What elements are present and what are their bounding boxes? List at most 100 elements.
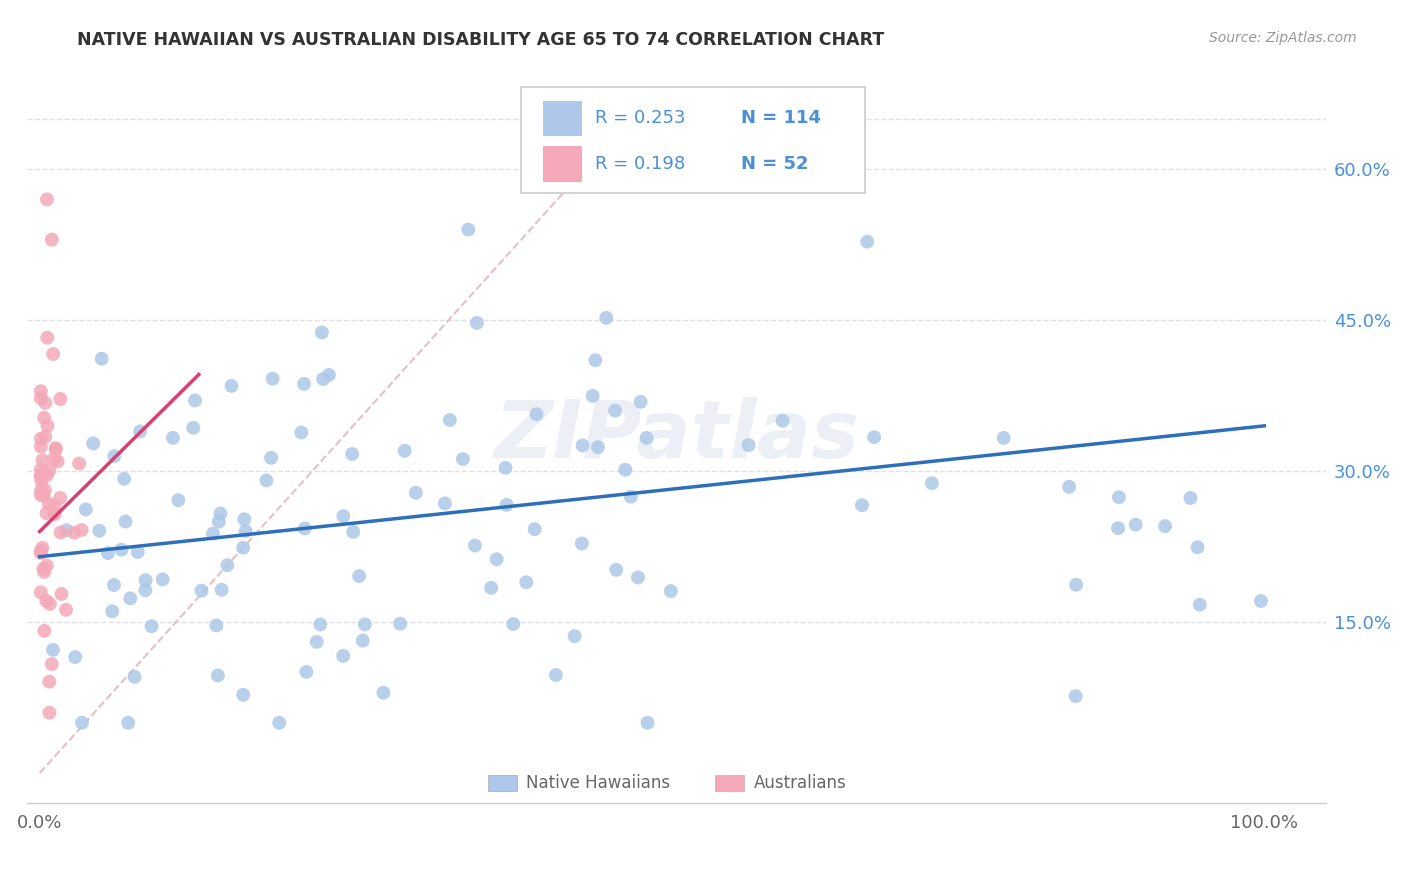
Point (110, 542, 132, 557)
Point (82, 436, 104, 450)
Point (75, 502, 97, 516)
Point (35, 506, 58, 520)
Point (30, 463, 52, 477)
Point (262, 371, 284, 385)
Point (311, 326, 333, 340)
Point (34, 624, 56, 638)
FancyBboxPatch shape (520, 87, 865, 194)
Point (201, 526, 224, 541)
Point (30, 585, 52, 599)
Text: Source: ZipAtlas.com: Source: ZipAtlas.com (1209, 31, 1357, 45)
Point (162, 431, 184, 445)
Point (457, 222, 479, 236)
Point (394, 443, 416, 458)
Text: R = 0.253: R = 0.253 (595, 110, 685, 128)
Point (35, 558, 58, 573)
Point (1107, 521, 1129, 535)
Point (353, 617, 375, 632)
Point (38, 674, 60, 689)
Point (30, 469, 52, 483)
Point (292, 376, 315, 391)
Point (209, 507, 232, 521)
Point (737, 438, 759, 452)
Point (332, 509, 354, 524)
Point (30, 432, 52, 446)
Point (31, 453, 53, 467)
Point (42, 347, 65, 361)
Point (205, 618, 228, 632)
Point (630, 395, 652, 409)
Point (37, 419, 59, 434)
Point (312, 372, 335, 386)
Point (32, 488, 55, 502)
Point (31, 541, 53, 555)
Point (495, 498, 517, 512)
Point (564, 629, 586, 643)
Point (433, 496, 456, 510)
Point (30, 544, 52, 558)
Point (1057, 480, 1080, 494)
Point (295, 665, 318, 679)
Point (1125, 517, 1147, 532)
Point (44, 499, 66, 513)
Point (38, 706, 60, 720)
Point (586, 440, 609, 454)
Point (347, 569, 370, 583)
Point (135, 573, 157, 587)
Point (34, 430, 56, 444)
Point (526, 407, 548, 421)
Point (208, 515, 231, 529)
Point (46, 454, 69, 468)
Point (582, 389, 605, 403)
Point (993, 431, 1015, 445)
Point (49, 392, 72, 406)
Point (856, 235, 879, 249)
Point (134, 583, 156, 598)
Point (167, 493, 190, 508)
Text: N = 114: N = 114 (741, 110, 821, 128)
Point (70, 715, 93, 730)
Point (30, 392, 52, 406)
Text: N = 52: N = 52 (741, 155, 808, 173)
Point (595, 310, 617, 325)
Point (34, 483, 56, 497)
Text: Australians: Australians (755, 773, 846, 792)
Point (55, 523, 77, 537)
Point (544, 668, 567, 682)
Point (30, 468, 52, 483)
Point (32, 565, 55, 579)
Point (35, 193, 58, 207)
Point (233, 512, 256, 526)
Point (217, 558, 239, 573)
Point (502, 617, 524, 632)
Point (294, 521, 316, 535)
Point (38, 597, 60, 611)
Point (49, 491, 72, 505)
Point (232, 688, 254, 702)
Point (523, 522, 546, 536)
Point (254, 474, 277, 488)
Point (30, 483, 52, 498)
Point (129, 425, 152, 439)
Bar (488, 774, 517, 791)
Point (30, 384, 52, 399)
Point (112, 472, 135, 486)
Point (67, 457, 90, 471)
Point (583, 353, 606, 368)
Text: Native Hawaiians: Native Hawaiians (526, 773, 671, 792)
Point (342, 524, 364, 539)
Point (464, 539, 486, 553)
Point (35, 468, 58, 483)
Point (571, 536, 593, 550)
Point (30, 488, 52, 502)
Point (620, 490, 643, 504)
Point (332, 648, 354, 663)
Point (32, 410, 55, 425)
Point (1180, 491, 1202, 505)
Point (636, 431, 658, 445)
Point (38, 497, 60, 511)
Point (318, 368, 340, 382)
Point (41, 233, 63, 247)
Bar (716, 774, 744, 791)
Point (352, 633, 374, 648)
